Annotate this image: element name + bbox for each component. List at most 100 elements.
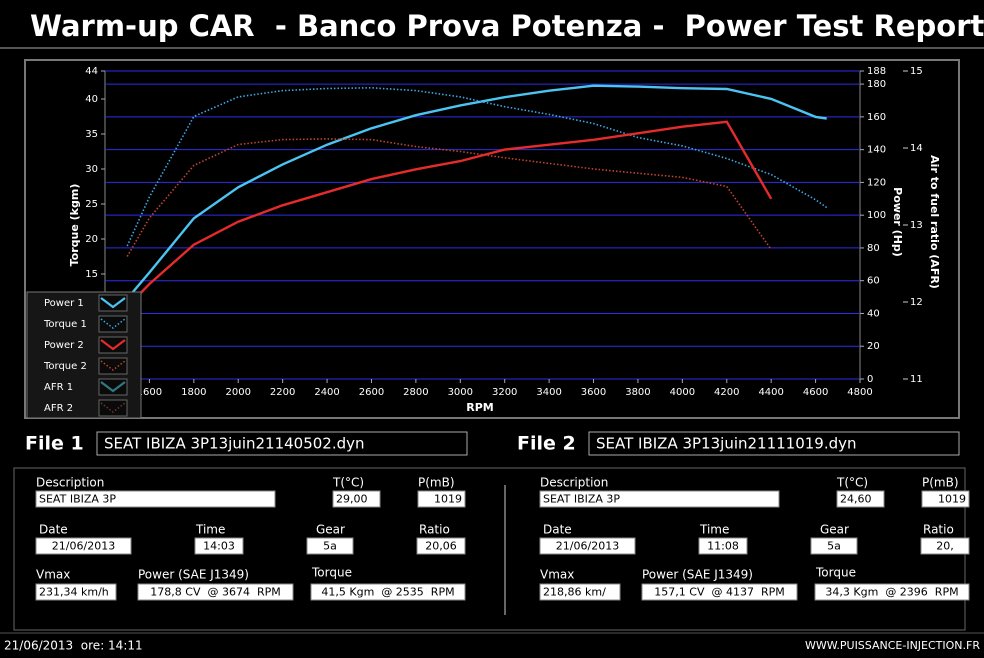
x-tick-label: 4800 bbox=[847, 387, 872, 398]
legend-label: AFR 2 bbox=[44, 403, 73, 414]
y2-tick-label: 100 bbox=[867, 210, 886, 221]
field-label: Torque bbox=[815, 566, 856, 580]
y2-tick-label: 188 bbox=[867, 66, 886, 77]
file-label: File 2 bbox=[517, 433, 576, 455]
legend-label: Power 1 bbox=[44, 298, 84, 309]
y-tick-label: 15 bbox=[85, 269, 98, 280]
field-value: 157,1 CV @ 4137 RPM bbox=[654, 586, 784, 599]
y2-tick-label: 120 bbox=[867, 177, 886, 188]
field-value: 24,60 bbox=[840, 493, 872, 506]
y2-tick-label: 140 bbox=[867, 145, 886, 156]
legend-line bbox=[100, 402, 126, 413]
field-box bbox=[35, 583, 117, 601]
field-box bbox=[539, 537, 636, 555]
x-tick-label: 2600 bbox=[359, 387, 384, 398]
legend-swatch bbox=[98, 357, 128, 375]
field-value: SEAT IBIZA 3P bbox=[543, 493, 620, 506]
field-box bbox=[332, 490, 381, 508]
field-value: 34,3 Kgm @ 2396 RPM bbox=[825, 586, 958, 599]
y-axis-label: Torque (kgm) bbox=[68, 184, 81, 267]
y-tick-label: 20 bbox=[85, 234, 98, 245]
legend-line bbox=[100, 381, 126, 393]
field-value: 20, bbox=[936, 540, 954, 553]
file-name: SEAT IBIZA 3P13juin21111019.dyn bbox=[596, 435, 857, 453]
field-label: Vmax bbox=[540, 568, 574, 582]
y-tick-label: 35 bbox=[85, 129, 98, 140]
y2-tick-label: 40 bbox=[867, 308, 880, 319]
field-value: 1019 bbox=[938, 493, 966, 506]
field-value: 11:08 bbox=[707, 540, 739, 553]
footer-website: WWW.PUISSANCE-INJECTION.FR bbox=[805, 639, 980, 652]
field-label: Date bbox=[39, 523, 68, 537]
y3-axis-label: Air to fuel ratio (AFR) bbox=[928, 155, 941, 289]
legend-label: Torque 1 bbox=[43, 319, 87, 330]
field-value: 41,5 Kgm @ 2535 RPM bbox=[321, 586, 454, 599]
x-tick-label: 4200 bbox=[714, 387, 739, 398]
y-tick-label: 40 bbox=[85, 94, 98, 105]
y2-tick-label: 60 bbox=[867, 276, 880, 287]
field-value: 21/06/2013 bbox=[52, 540, 115, 553]
field-label: Gear bbox=[316, 523, 345, 537]
field-value: 218,86 km/ bbox=[543, 586, 606, 599]
field-box bbox=[35, 490, 276, 508]
field-label: Description bbox=[36, 476, 104, 490]
field-value: 231,34 km/h bbox=[39, 586, 109, 599]
curve bbox=[126, 84, 827, 300]
field-value: 1019 bbox=[434, 493, 462, 506]
legend-swatch bbox=[98, 378, 128, 396]
x-tick-label: 3000 bbox=[448, 387, 473, 398]
file-name: SEAT IBIZA 3P13juin21140502.dyn bbox=[104, 435, 365, 453]
y2-tick-label: 80 bbox=[867, 243, 880, 254]
report-title: Warm-up CAR - Banco Prova Potenza - Powe… bbox=[30, 9, 984, 43]
footer-datetime: 21/06/2013 ore: 14:11 bbox=[4, 639, 143, 653]
field-box bbox=[539, 490, 780, 508]
legend-box bbox=[26, 291, 142, 419]
x-axis-label: RPM bbox=[466, 401, 493, 414]
y2-tick-label: 0 bbox=[867, 374, 873, 385]
file-name-box bbox=[588, 431, 960, 456]
legend-label: Power 2 bbox=[44, 340, 84, 351]
curve bbox=[126, 86, 828, 247]
field-value: 5a bbox=[323, 540, 337, 553]
field-label: Ratio bbox=[923, 523, 954, 537]
field-label: Description bbox=[540, 476, 608, 490]
field-value: 178,8 CV @ 3674 RPM bbox=[150, 586, 280, 599]
x-tick-label: 2200 bbox=[270, 387, 295, 398]
legend-line bbox=[100, 297, 126, 309]
field-value: 14:03 bbox=[203, 540, 235, 553]
x-tick-label: 3200 bbox=[492, 387, 517, 398]
legend-swatch bbox=[98, 399, 128, 417]
y2-tick-label: 160 bbox=[867, 112, 886, 123]
field-box bbox=[921, 490, 970, 508]
field-label: P(mB) bbox=[418, 476, 455, 490]
legend-line bbox=[100, 360, 126, 371]
x-tick-label: 2000 bbox=[226, 387, 251, 398]
x-tick-label: 2400 bbox=[314, 387, 339, 398]
y3-tick-label: 13 bbox=[910, 220, 923, 231]
field-box bbox=[416, 537, 466, 555]
field-box bbox=[920, 537, 970, 555]
field-label: Time bbox=[195, 523, 225, 537]
field-value: 5a bbox=[827, 540, 841, 553]
x-tick-label: 2800 bbox=[403, 387, 428, 398]
field-label: Time bbox=[699, 523, 729, 537]
curve bbox=[126, 120, 773, 308]
field-box bbox=[194, 537, 244, 555]
file-name-box bbox=[96, 431, 468, 456]
field-value: SEAT IBIZA 3P bbox=[39, 493, 116, 506]
file-label: File 1 bbox=[25, 433, 84, 455]
field-box bbox=[539, 583, 621, 601]
x-tick-label: 1800 bbox=[181, 387, 206, 398]
curves bbox=[126, 84, 828, 308]
y3-tick-label: 15 bbox=[910, 66, 923, 77]
field-label: T(°C) bbox=[836, 476, 868, 490]
y3-tick-label: 12 bbox=[910, 297, 923, 308]
legend-swatch bbox=[98, 315, 128, 333]
field-box bbox=[836, 490, 885, 508]
field-box bbox=[641, 583, 798, 601]
legend-label: Torque 2 bbox=[43, 361, 87, 372]
x-tick-label: 1600 bbox=[137, 387, 162, 398]
legend: Power 1 Torque 1 Power 2 Torque 2 AFR 1 AFR 2 bbox=[26, 291, 142, 419]
field-box bbox=[814, 583, 970, 601]
x-tick-label: 3600 bbox=[581, 387, 606, 398]
